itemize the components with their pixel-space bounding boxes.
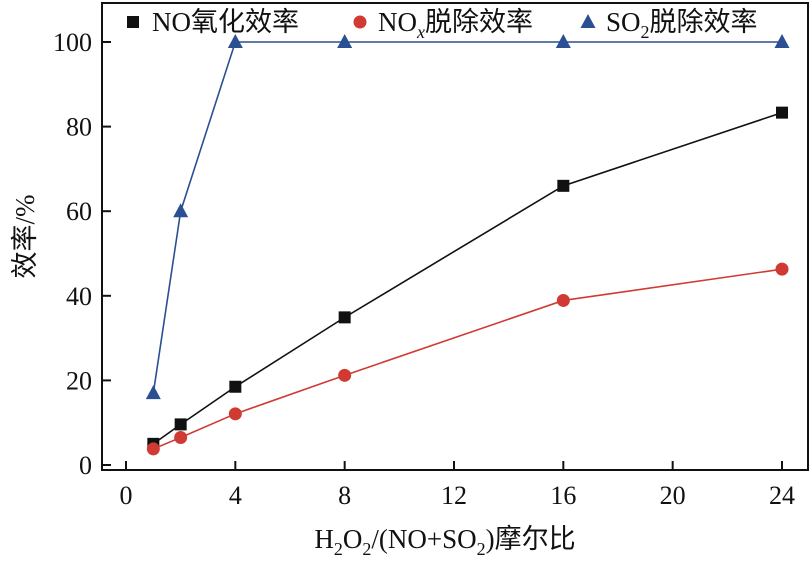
data-point-nox_removal xyxy=(775,262,789,276)
legend-marker-no_oxidation xyxy=(127,16,139,28)
data-point-no_oxidation xyxy=(229,380,242,393)
series-line-nox_removal xyxy=(153,268,783,450)
y-tick-label: 40 xyxy=(66,282,92,311)
y-axis-label: 效率/% xyxy=(10,195,40,279)
x-tick-label: 0 xyxy=(120,481,133,510)
series-no_oxidation xyxy=(147,106,788,450)
plot-area-frame xyxy=(101,2,809,471)
y-tick-label: 0 xyxy=(79,451,92,480)
legend-marker-so2_removal xyxy=(580,14,596,28)
y-tick-label: 60 xyxy=(66,197,92,226)
x-tick-label: 4 xyxy=(229,481,242,510)
x-tick-label: 24 xyxy=(769,481,795,510)
data-point-no_oxidation xyxy=(174,418,187,431)
series-so2_removal xyxy=(145,34,790,400)
data-point-nox_removal xyxy=(338,368,352,382)
data-point-nox_removal xyxy=(174,431,188,445)
data-point-no_oxidation xyxy=(776,106,788,119)
x-axis: 0 4 8 12 16 20 24 xyxy=(120,461,795,510)
legend: NO氧化效率 NOx脱除效率 SO2脱除效率 xyxy=(127,7,758,42)
data-point-so2_removal xyxy=(555,34,571,48)
x-tick-label: 8 xyxy=(338,481,351,510)
y-tick-label: 100 xyxy=(53,28,92,57)
y-axis: 0 20 40 60 80 100 xyxy=(53,28,111,480)
x-tick-label: 20 xyxy=(660,481,686,510)
x-tick-label: 16 xyxy=(550,481,576,510)
y-tick-label: 80 xyxy=(66,113,92,142)
data-point-no_oxidation xyxy=(557,179,570,192)
x-tick-label: 12 xyxy=(441,481,467,510)
series-line-so2_removal xyxy=(152,41,782,394)
series-nox_removal xyxy=(146,262,789,456)
series-line-no_oxidation xyxy=(152,111,783,445)
data-point-so2_removal xyxy=(173,203,189,218)
legend-label-no_oxidation: NO氧化效率 xyxy=(152,7,299,37)
x-axis-label: H2O2/(NO+SO2)摩尔比 xyxy=(314,524,575,559)
data-point-nox_removal xyxy=(146,442,160,456)
data-point-so2_removal xyxy=(337,34,353,48)
legend-marker-nox_removal xyxy=(353,15,367,29)
legend-item-so2_removal: SO2脱除效率 xyxy=(580,7,758,42)
legend-label-so2_removal: SO2脱除效率 xyxy=(606,7,758,42)
data-point-so2_removal xyxy=(227,34,243,48)
legend-item-no_oxidation: NO氧化效率 xyxy=(127,7,299,37)
legend-label-nox_removal: NOx脱除效率 xyxy=(378,7,533,42)
legend-item-nox_removal: NOx脱除效率 xyxy=(353,7,533,42)
data-point-nox_removal xyxy=(228,407,242,421)
data-point-nox_removal xyxy=(556,293,570,307)
series-layer xyxy=(145,34,790,456)
y-tick-label: 20 xyxy=(66,366,92,395)
data-point-so2_removal xyxy=(774,34,790,48)
data-point-no_oxidation xyxy=(338,311,351,324)
data-point-so2_removal xyxy=(145,385,161,400)
